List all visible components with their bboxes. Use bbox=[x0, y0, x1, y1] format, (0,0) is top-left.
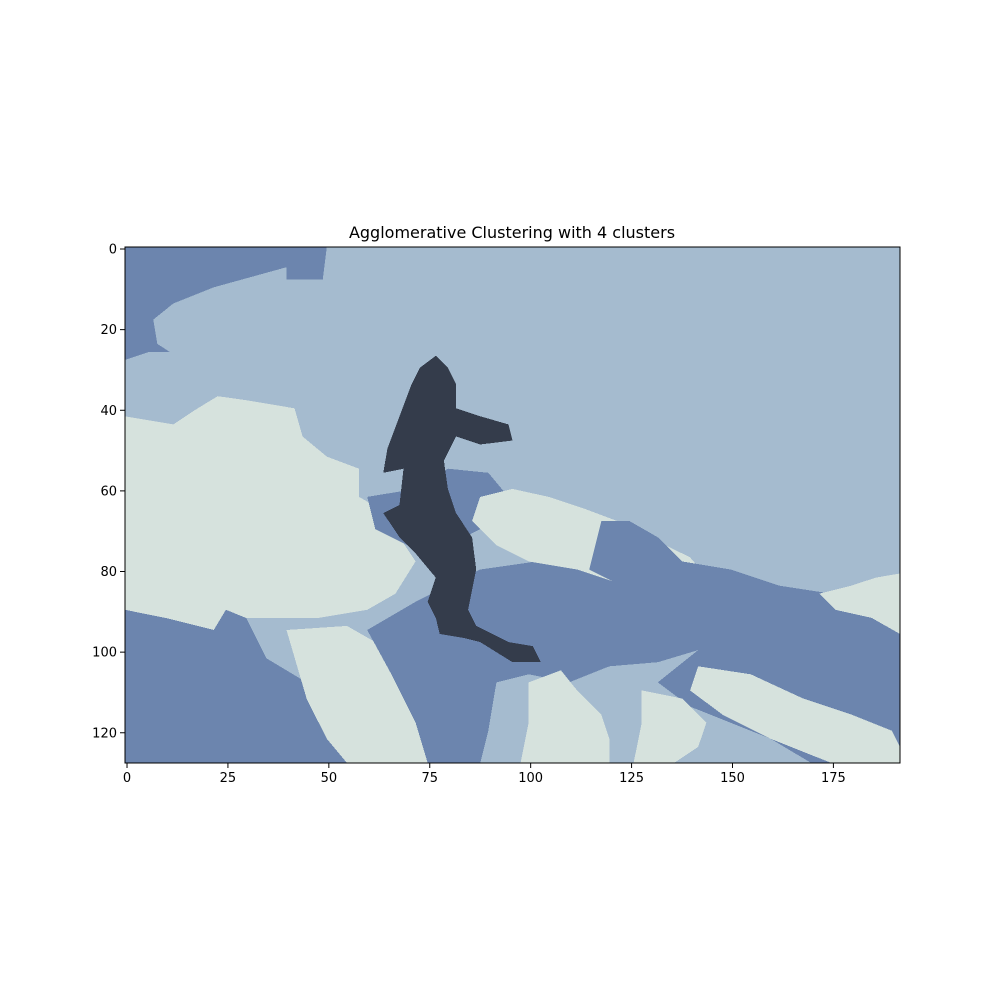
y-tick-label: 20 bbox=[100, 323, 117, 338]
cluster-region-2-10 bbox=[520, 670, 610, 763]
y-tick-label: 40 bbox=[100, 404, 117, 419]
y-tick-label: 120 bbox=[92, 726, 117, 741]
y-tick-label: 100 bbox=[92, 646, 117, 661]
cluster-region-2-9 bbox=[819, 573, 900, 634]
x-axis: 0 25 50 75 100 125 150 175 bbox=[123, 763, 846, 786]
cluster-region-2-1 bbox=[125, 396, 416, 630]
cluster-region-3-12 bbox=[383, 355, 541, 663]
y-tick-label: 0 bbox=[109, 243, 117, 258]
x-tick-label: 25 bbox=[220, 771, 237, 786]
x-tick-label: 100 bbox=[518, 771, 543, 786]
cluster-region-2-8 bbox=[690, 666, 900, 763]
cluster-region-1-7 bbox=[589, 521, 900, 763]
cluster-region-1-2 bbox=[125, 609, 368, 763]
x-tick-label: 50 bbox=[321, 771, 338, 786]
x-tick-label: 125 bbox=[619, 771, 644, 786]
heatmap-plot-area bbox=[124, 246, 901, 764]
y-tick-label: 60 bbox=[100, 484, 117, 499]
x-tick-label: 75 bbox=[421, 771, 438, 786]
cluster-region-1-0 bbox=[125, 247, 327, 360]
cluster-region-2-11 bbox=[633, 690, 707, 763]
axes-frame bbox=[124, 246, 901, 764]
chart-title: Agglomerative Clustering with 4 clusters bbox=[349, 223, 675, 242]
x-tick-label: 150 bbox=[720, 771, 745, 786]
y-axis: 0 20 40 60 80 100 120 bbox=[92, 243, 125, 741]
cluster-region-2-3 bbox=[286, 625, 440, 763]
x-tick-label: 175 bbox=[821, 771, 846, 786]
x-tick-label: 0 bbox=[123, 771, 131, 786]
y-tick-label: 80 bbox=[100, 565, 117, 580]
